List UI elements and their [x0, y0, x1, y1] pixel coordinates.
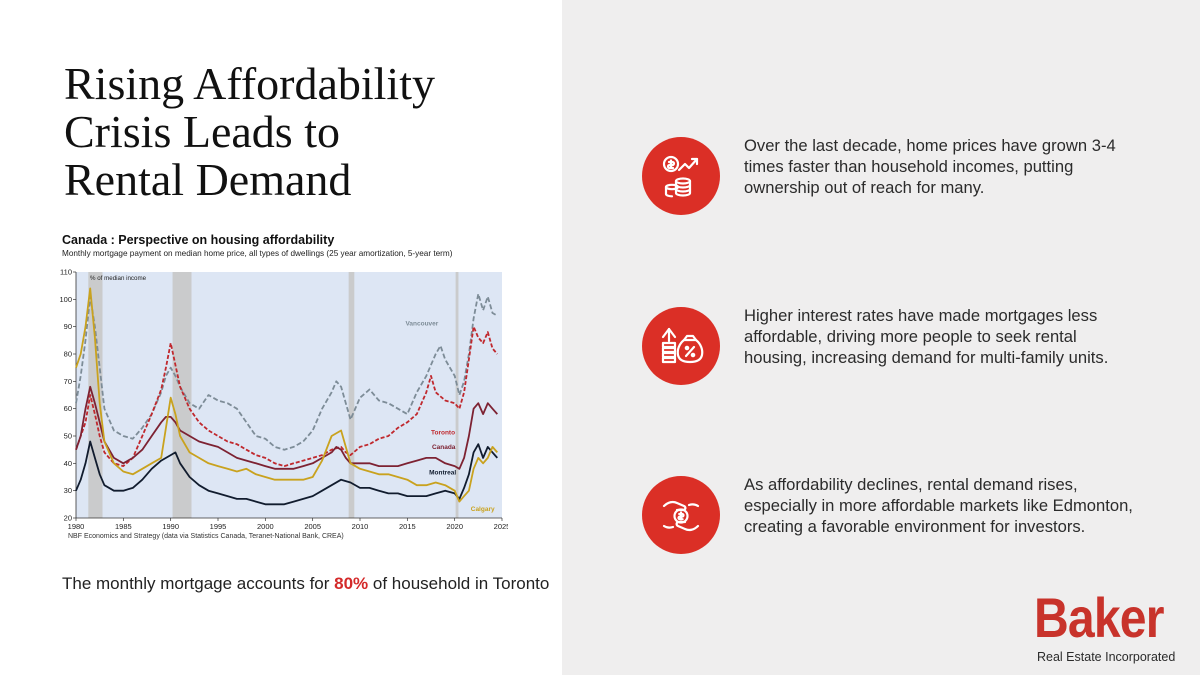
key-point-2: Higher interest rates have made mortgage… [642, 306, 1142, 391]
title-line: Rising Affordability [64, 58, 435, 109]
chart-title: Canada : Perspective on housing affordab… [62, 233, 335, 247]
series-label-vancouver: Vancouver [405, 320, 438, 327]
x-tick-label: 2010 [352, 522, 369, 531]
caption-highlight: 80% [334, 574, 369, 593]
recession-band [88, 272, 103, 518]
key-point-text: As affordability declines, rental demand… [744, 475, 1133, 536]
y-tick-label: 40 [64, 459, 72, 468]
caption-text-after: of household in Toronto [368, 574, 550, 593]
plot-area [76, 272, 502, 518]
x-tick-label: 1990 [162, 522, 179, 531]
series-label-canada: Canada [432, 444, 456, 451]
interest-rate-money-bag-icon [642, 307, 720, 385]
key-point-3: As affordability declines, rental demand… [642, 475, 1142, 560]
x-tick-label: 2005 [304, 522, 321, 531]
y-tick-label: 20 [64, 514, 72, 523]
series-line-canada [75, 385, 498, 470]
baker-logo-subtitle: Real Estate Incorporated [1037, 650, 1176, 664]
title-line: Crisis Leads to [64, 106, 340, 157]
money-growth-icon [642, 137, 720, 215]
y-tick-label: 70 [64, 377, 72, 386]
y-tick-label: 100 [59, 295, 72, 304]
series-line-vancouver [75, 292, 498, 451]
x-tick-label: 1980 [68, 522, 85, 531]
x-tick-label: 2025 [494, 522, 508, 531]
series-label-toronto: Toronto [431, 430, 455, 437]
y-tick-label: 80 [64, 350, 72, 359]
x-tick-label: 2000 [257, 522, 274, 531]
slide-title: Rising Affordability Crisis Leads to Ren… [64, 60, 544, 204]
chart-source: NBF Economics and Strategy (data via Sta… [68, 533, 344, 540]
series-line-calgary [75, 287, 498, 503]
chart-subtitle: Monthly mortgage payment on median home … [62, 249, 453, 258]
x-tick-label: 2020 [446, 522, 463, 531]
y-tick-label: 30 [64, 486, 72, 495]
series-line-toronto [75, 325, 498, 468]
x-tick-label: 1985 [115, 522, 132, 531]
recession-band [172, 272, 192, 518]
recession-band [348, 272, 355, 518]
key-point-1: Over the last decade, home prices have g… [642, 136, 1142, 221]
series-label-calgary: Calgary [471, 506, 495, 513]
chart-caption: The monthly mortgage accounts for 80% of… [62, 573, 552, 594]
hand-holding-coin-icon [642, 476, 720, 554]
title-line: Rental Demand [64, 154, 352, 205]
series-label-montreal: Montreal [429, 469, 456, 476]
y-tick-label: 110 [60, 268, 72, 277]
y-tick-label: 90 [64, 322, 72, 331]
unit-label: % of median income [90, 275, 147, 282]
key-point-text: Over the last decade, home prices have g… [744, 136, 1116, 197]
key-point-text: Higher interest rates have made mortgage… [744, 306, 1109, 367]
baker-logo-wordmark: Baker [1034, 586, 1164, 649]
left-panel: Rising Affordability Crisis Leads to Ren… [0, 0, 562, 675]
x-tick-label: 1995 [210, 522, 227, 531]
y-tick-label: 60 [64, 404, 72, 413]
housing-affordability-chart: 20 30 40 50 60 70 80 90 100 110 1980 1985 1990 1995 20… [59, 268, 508, 532]
y-tick-label: 50 [64, 432, 72, 441]
x-tick-label: 2015 [399, 522, 416, 531]
recession-band [455, 272, 459, 518]
caption-text-before: The monthly mortgage accounts for [62, 574, 335, 593]
